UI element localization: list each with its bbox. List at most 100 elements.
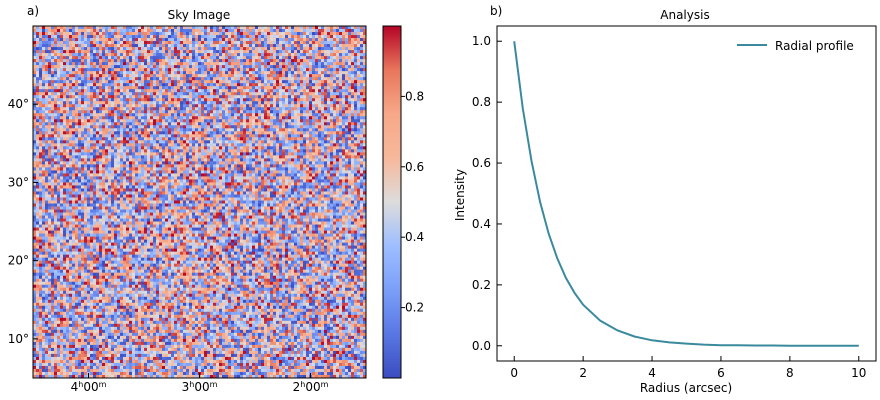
heatmap-cell — [129, 110, 133, 114]
heatmap-cell — [240, 146, 244, 150]
heatmap-cell — [282, 92, 286, 96]
heatmap-cell — [93, 41, 97, 45]
heatmap-cell — [180, 110, 184, 114]
heatmap-cell — [261, 125, 265, 129]
heatmap-cell — [189, 26, 193, 30]
heatmap-cell — [60, 143, 64, 147]
heatmap-cell — [192, 26, 196, 30]
heatmap-cell — [264, 101, 268, 105]
heatmap-cell — [333, 113, 337, 117]
heatmap-cell — [327, 143, 331, 147]
heatmap-cell — [117, 140, 121, 144]
heatmap-cell — [204, 44, 208, 48]
heatmap-cell — [351, 101, 355, 105]
heatmap-cell — [276, 53, 280, 57]
heatmap-cell — [150, 41, 154, 45]
heatmap-cell — [216, 41, 220, 45]
heatmap-cell — [150, 44, 154, 48]
heatmap-cell — [135, 65, 139, 69]
heatmap-cell — [309, 38, 313, 42]
heatmap-cell — [78, 59, 82, 63]
heatmap-cell — [252, 38, 256, 42]
heatmap-cell — [306, 134, 310, 138]
heatmap-cell — [96, 53, 100, 57]
heatmap-cell — [195, 29, 199, 33]
heatmap-cell — [96, 62, 100, 66]
heatmap-cell — [42, 143, 46, 147]
heatmap-cell — [81, 134, 85, 138]
heatmap-cell — [39, 128, 43, 132]
heatmap-cell — [93, 125, 97, 129]
heatmap-cell — [69, 80, 73, 84]
heatmap-cell — [354, 62, 358, 66]
heatmap-cell — [228, 74, 232, 78]
heatmap-cell — [123, 53, 127, 57]
heatmap-cell — [324, 41, 328, 45]
heatmap-cell — [90, 101, 94, 105]
heatmap-cell — [177, 71, 181, 75]
heatmap-cell — [222, 146, 226, 150]
heatmap-cell — [324, 110, 328, 114]
heatmap-cell — [354, 29, 358, 33]
heatmap-cell — [114, 89, 118, 93]
heatmap-cell — [363, 56, 367, 60]
heatmap-cell — [246, 77, 250, 81]
heatmap-cell — [309, 158, 313, 162]
heatmap-cell — [195, 158, 199, 162]
heatmap-cell — [228, 80, 232, 84]
heatmap-cell — [255, 29, 259, 33]
heatmap-cell — [306, 44, 310, 48]
heatmap-cell — [132, 158, 136, 162]
heatmap-cell — [111, 71, 115, 75]
heatmap-cell — [69, 56, 73, 60]
heatmap-cell — [276, 47, 280, 51]
heatmap-cell — [33, 134, 37, 138]
heatmap-cell — [201, 113, 205, 117]
heatmap-cell — [225, 56, 229, 60]
heatmap-cell — [156, 59, 160, 63]
heatmap-cell — [267, 59, 271, 63]
heatmap-cell — [219, 146, 223, 150]
heatmap-cell — [315, 119, 319, 123]
heatmap-cell — [87, 86, 91, 90]
heatmap-cell — [156, 44, 160, 48]
heatmap-cell — [162, 155, 166, 159]
heatmap-cell — [306, 107, 310, 111]
heatmap-cell — [51, 59, 55, 63]
heatmap-cell — [273, 98, 277, 102]
heatmap-cell — [165, 152, 169, 156]
heatmap-cell — [96, 59, 100, 63]
heatmap-cell — [192, 131, 196, 135]
heatmap-cell — [315, 29, 319, 33]
heatmap-cell — [81, 38, 85, 42]
heatmap-cell — [246, 110, 250, 114]
heatmap-cell — [330, 128, 334, 132]
heatmap-cell — [210, 110, 214, 114]
heatmap-cell — [66, 95, 70, 99]
heatmap-cell — [66, 59, 70, 63]
heatmap-cell — [342, 158, 346, 162]
heatmap-cell — [168, 152, 172, 156]
heatmap-cell — [264, 113, 268, 117]
heatmap-cell — [84, 110, 88, 114]
heatmap-cell — [66, 131, 70, 135]
heatmap-cell — [189, 101, 193, 105]
heatmap-cell — [186, 143, 190, 147]
heatmap-cell — [99, 95, 103, 99]
heatmap-cell — [93, 89, 97, 93]
heatmap-cell — [213, 122, 217, 126]
heatmap-cell — [129, 53, 133, 57]
heatmap-cell — [156, 134, 160, 138]
heatmap-cell — [117, 38, 121, 42]
heatmap-cell — [360, 29, 364, 33]
heatmap-cell — [201, 89, 205, 93]
heatmap-cell — [60, 32, 64, 36]
heatmap-cell — [252, 158, 256, 162]
heatmap-cell — [204, 158, 208, 162]
heatmap-cell — [162, 134, 166, 138]
heatmap-cell — [306, 104, 310, 108]
heatmap-cell — [321, 140, 325, 144]
heatmap-cell — [201, 125, 205, 129]
heatmap-cell — [297, 74, 301, 78]
heatmap-cell — [171, 86, 175, 90]
